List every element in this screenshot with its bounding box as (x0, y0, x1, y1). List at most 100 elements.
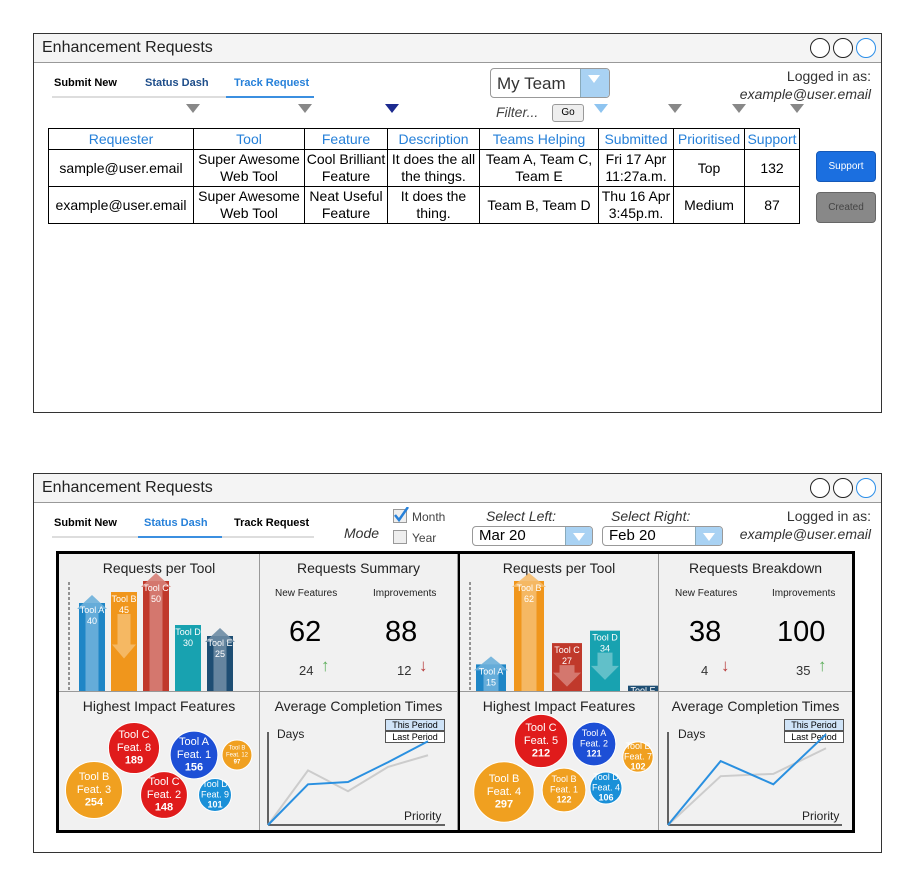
table-row[interactable]: example@user.email Super Awesome Web Too… (48, 186, 800, 224)
window-button-3[interactable] (856, 478, 876, 498)
login-user: example@user.email (739, 86, 871, 102)
go-button[interactable]: Go (552, 104, 584, 122)
select-right-value: Feb 20 (609, 527, 656, 544)
bar-arrow (205, 628, 235, 691)
col-support[interactable]: Support (744, 128, 800, 150)
cell-teams: Team B, Team D (479, 186, 599, 224)
bubble[interactable] (589, 771, 623, 805)
login-info: Logged in as: example@user.email (740, 507, 871, 543)
select-left-label: Select Left: (486, 508, 557, 524)
tab-submit-new[interactable]: Submit New (54, 517, 117, 529)
year-checkbox[interactable] (393, 530, 407, 544)
bubble-tool: Tool A (179, 736, 210, 748)
bar-label: Tool C (143, 583, 169, 593)
bar-value: 50 (151, 594, 161, 604)
bar[interactable] (175, 625, 201, 691)
col-description[interactable]: Description (387, 128, 480, 150)
support-button[interactable]: Support (816, 151, 876, 182)
select-right[interactable]: Feb 20 (602, 526, 723, 546)
tab-track-request[interactable]: Track Request (234, 517, 310, 529)
bubble-feature: Feat. 1 (550, 784, 578, 794)
window-button-2[interactable] (833, 38, 853, 58)
col-submitted[interactable]: Submitted (598, 128, 674, 150)
cell-description: It does the thing. (387, 186, 480, 224)
filter-icon-feature[interactable] (298, 104, 312, 113)
window-button-3[interactable] (856, 38, 876, 58)
cell-prioritised: Top (673, 149, 745, 187)
col-teams-helping[interactable]: Teams Helping (479, 128, 599, 150)
panel-title: Average Completion Times (671, 698, 840, 714)
impact-features-panel: Highest Impact Features Tool C Feat. 8 189… (59, 692, 260, 830)
bar-value: 45 (119, 605, 129, 615)
priority-label: Priority (802, 809, 840, 823)
col-requester[interactable]: Requester (48, 128, 194, 150)
tab-submit-new[interactable]: Submit New (54, 77, 117, 89)
bubble[interactable] (622, 741, 654, 773)
table-header-row: Requester Tool Feature Description Teams… (48, 128, 800, 150)
track-request-window: Enhancement Requests Submit New Status D… (33, 33, 882, 413)
bar-label: Tool D (175, 627, 201, 637)
col-prioritised[interactable]: Prioritised (673, 128, 745, 150)
legend-last-period: Last Period (385, 731, 445, 743)
bubble[interactable] (473, 761, 535, 823)
bar-label: Tool E (207, 638, 232, 648)
new-features-delta: 4 (701, 663, 709, 678)
filter-icon-action[interactable] (790, 104, 804, 113)
filter-icon-tool[interactable] (186, 104, 200, 113)
bubble[interactable] (541, 767, 587, 813)
improvements-value: 100 (777, 616, 826, 648)
panel-title: Highest Impact Features (82, 698, 236, 714)
bubble-value: 122 (556, 795, 571, 805)
completion-line-chart (267, 732, 445, 826)
bubble-feature: Feat. 7 (624, 751, 652, 761)
cell-requester: sample@user.email (48, 149, 194, 187)
tab-status-dash[interactable]: Status Dash (144, 517, 208, 529)
bubble[interactable] (107, 721, 161, 775)
col-feature[interactable]: Feature (304, 128, 388, 150)
bubble[interactable] (64, 760, 124, 820)
window-button-2[interactable] (833, 478, 853, 498)
cell-prioritised: Medium (673, 186, 745, 224)
bubble[interactable] (221, 739, 253, 771)
filter-icon-prioritised[interactable] (668, 104, 682, 113)
new-features-label: New Features (275, 588, 338, 599)
bar-arrow (141, 573, 171, 691)
bubble[interactable] (140, 771, 188, 819)
window-button-1[interactable] (810, 478, 830, 498)
year-label: Year (412, 531, 437, 545)
series-line (667, 747, 827, 826)
team-select[interactable]: My Team (490, 68, 610, 98)
bar-label: Tool A (479, 666, 504, 676)
bubble-tool: Tool B (229, 746, 246, 752)
tab-track-request[interactable]: Track Request (234, 77, 310, 89)
bubble[interactable] (571, 721, 617, 767)
bubble-tool: Tool B (551, 774, 576, 784)
bubble[interactable] (169, 730, 219, 780)
bubble-feature: Feat. 3 (77, 784, 111, 796)
cell-submitted: Fri 17 Apr 11:27a.m. (598, 149, 674, 187)
improvements-label: Improvements (772, 588, 836, 599)
select-left[interactable]: Mar 20 (472, 526, 593, 546)
tab-status-dash[interactable]: Status Dash (145, 77, 209, 89)
checkmark-icon (394, 507, 409, 523)
panel-title: Requests per Tool (502, 560, 616, 576)
window-button-1[interactable] (810, 38, 830, 58)
col-tool[interactable]: Tool (193, 128, 305, 150)
login-info: Logged in as: example@user.email (740, 67, 871, 103)
bar-label: Tool B (516, 583, 541, 593)
bubble[interactable] (513, 713, 569, 769)
filter-icon-support[interactable] (732, 104, 746, 113)
priority-label: Priority (404, 809, 442, 823)
login-label: Logged in as: (786, 68, 871, 84)
series-line (667, 733, 827, 826)
window-title: Enhancement Requests (42, 479, 213, 496)
table-row[interactable]: sample@user.email Super Awesome Web Tool… (48, 149, 800, 187)
bar[interactable] (628, 685, 658, 691)
filter-icon-description[interactable] (385, 104, 399, 113)
filter-icon-submitted[interactable] (594, 104, 608, 113)
bar-value: 15 (486, 677, 496, 687)
created-button[interactable]: Created (816, 192, 876, 223)
bubble[interactable] (198, 778, 232, 812)
month-checkbox[interactable] (393, 507, 409, 523)
